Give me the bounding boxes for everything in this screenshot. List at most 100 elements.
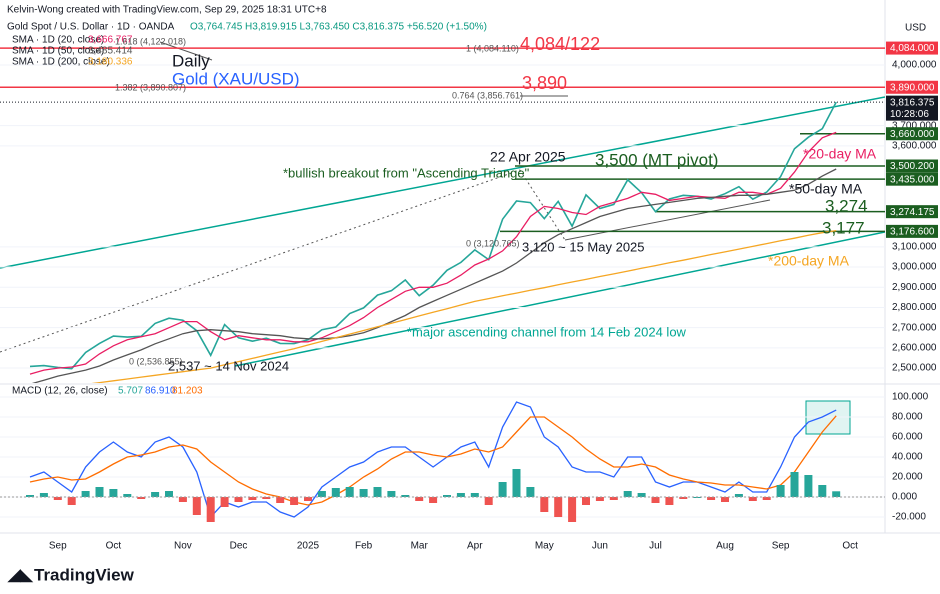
annotation: 0 (2,536.855) <box>129 356 183 366</box>
legend-name: SMA · 1D (200, close) <box>12 57 110 68</box>
x-tick-label: Dec <box>230 541 248 552</box>
price-pane <box>0 47 885 383</box>
triangle-support <box>564 199 771 241</box>
annotation: *50-day MA <box>789 181 863 197</box>
histogram-bar <box>651 497 660 503</box>
axis-unit: USD <box>905 23 926 34</box>
histogram-bar <box>456 493 465 497</box>
y-tick-label: 2,500.000 <box>892 363 937 374</box>
annotation: 0 (3,120.765) <box>466 238 520 248</box>
legend-readout: O3,764.745 H3,819.915 L3,763.450 C3,816.… <box>190 22 487 33</box>
level-label: 3,274.175 <box>890 207 935 218</box>
y-tick-label: 2,900.000 <box>892 282 937 293</box>
histogram-bar <box>484 497 493 505</box>
annotation: 1.382 (3,890.807) <box>115 82 186 92</box>
y-tick-label: 3,700.000 <box>892 120 937 131</box>
fib-extension <box>0 169 521 353</box>
x-tick-label: Apr <box>467 541 483 552</box>
histogram-bar <box>554 497 563 517</box>
x-tick-label: Oct <box>106 541 122 552</box>
histogram-bar <box>81 491 90 497</box>
series-line <box>91 229 837 383</box>
histogram-bar <box>26 495 34 497</box>
histogram-bar <box>595 497 604 501</box>
macd-readout: 86.910 <box>145 386 176 397</box>
histogram-bar <box>345 487 354 497</box>
level-tag <box>886 205 938 219</box>
y-tick-label: 4,000.000 <box>892 60 937 71</box>
level-label: 3,176.600 <box>890 227 935 238</box>
histogram-bar <box>582 497 590 505</box>
level-tag <box>886 95 938 109</box>
annotation: Gold (XAU/USD) <box>172 69 300 88</box>
annotation: 4,084/122 <box>520 34 600 54</box>
source: Kelvin-Wong created with TradingView.com… <box>7 5 327 16</box>
annotation: 3,274 <box>825 196 868 215</box>
y-tick-label: 2,800.000 <box>892 302 937 313</box>
histogram-bar <box>748 497 757 501</box>
macd-readout: 5.707 <box>118 386 143 397</box>
histogram-bar <box>137 497 146 499</box>
y-tick-label: 40.000 <box>892 452 923 463</box>
histogram-bar <box>818 485 827 497</box>
histogram-bar <box>109 489 118 497</box>
histogram-bar <box>470 493 479 497</box>
level-tag <box>886 159 938 173</box>
histogram-bar <box>637 493 646 497</box>
level-label: 3,435.000 <box>890 174 935 185</box>
annotation: 2,537 ~ 14 Nov 2024 <box>168 358 289 373</box>
histogram-bar <box>192 497 201 515</box>
macd-readout: 81.203 <box>172 386 203 397</box>
legend-readout: 3,180.336 <box>88 57 133 68</box>
series-line <box>31 168 837 383</box>
annotation: 3,177 <box>822 218 865 237</box>
histogram-bar <box>67 497 76 505</box>
fib-mark <box>159 41 213 61</box>
brand: TradingView <box>34 565 135 584</box>
annotation: 1.618 (4,122.018) <box>115 36 186 46</box>
histogram-bar <box>429 497 438 503</box>
x-tick-label: 2025 <box>297 541 320 552</box>
histogram-bar <box>220 497 229 507</box>
channel-lower <box>234 231 885 367</box>
level-tag <box>886 80 938 94</box>
x-tick-label: Jul <box>649 541 662 552</box>
annotation: *major ascending channel from 14 Feb 202… <box>407 324 687 339</box>
histogram-bar <box>206 497 215 522</box>
macd-pane <box>0 396 885 522</box>
x-tick-label: Aug <box>716 541 734 552</box>
countdown: 10:28:06 <box>890 109 929 120</box>
level-label: 3,816.375 <box>890 97 935 108</box>
histogram-bar <box>707 497 716 500</box>
y-tick-label: -20.000 <box>892 512 926 523</box>
histogram-bar <box>248 497 257 500</box>
y-tick-label: 20.000 <box>892 472 923 483</box>
annotation: *200-day MA <box>768 253 850 269</box>
series-line <box>29 131 837 375</box>
histogram-bar <box>443 495 451 497</box>
histogram-bar <box>317 491 326 497</box>
histogram-bar <box>526 487 535 497</box>
y-tick-label: 2,600.000 <box>892 342 937 353</box>
annotation: *20-day MA <box>803 146 877 162</box>
histogram-bar <box>359 489 368 497</box>
y-tick-label: 2,700.000 <box>892 322 937 333</box>
histogram-bar <box>734 494 743 497</box>
series-line <box>29 415 837 506</box>
histogram-bar <box>665 497 674 505</box>
histogram-bar <box>373 487 382 497</box>
histogram-bar <box>165 491 173 497</box>
annotation: Daily <box>172 51 210 70</box>
legend-name: SMA · 1D (20, close) <box>12 35 104 46</box>
x-tick-label: Mar <box>411 541 429 552</box>
level-label: 3,500.200 <box>890 161 935 172</box>
annotation: 1 (4,084.110) <box>466 43 519 53</box>
x-tick-label: Sep <box>49 541 67 552</box>
level-tag <box>886 41 938 55</box>
y-tick-label: 3,100.000 <box>892 241 937 252</box>
histogram-bar <box>721 497 729 502</box>
legend-readout: 3,666.767 <box>88 35 133 46</box>
histogram-bar <box>39 493 48 497</box>
histogram-bar <box>540 497 549 512</box>
